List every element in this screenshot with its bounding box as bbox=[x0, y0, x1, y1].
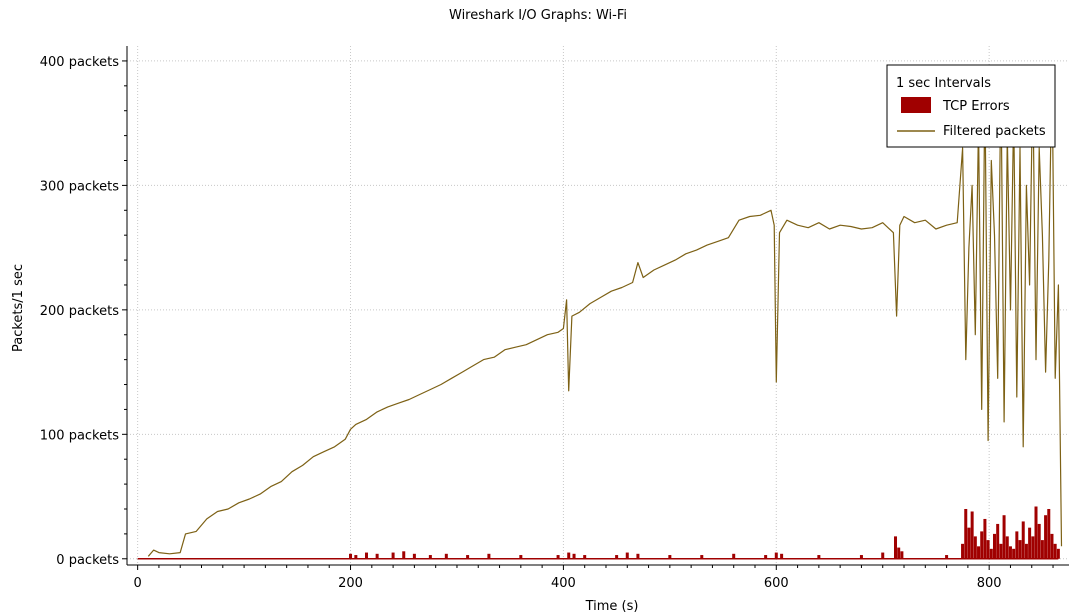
tcp-errors-bar bbox=[983, 518, 987, 559]
tcp-errors-bar bbox=[412, 553, 416, 559]
tcp-errors-bar bbox=[466, 555, 470, 559]
tcp-errors-bar bbox=[881, 552, 885, 559]
filtered-packets-line bbox=[147, 66, 1063, 557]
tcp-errors-bar bbox=[1024, 543, 1028, 559]
chart-title: Wireshark I/O Graphs: Wi-Fi bbox=[449, 8, 627, 23]
tcp-errors-bar bbox=[1050, 533, 1054, 559]
tcp-errors-bar bbox=[996, 523, 1000, 559]
axes-layer: 0 packets 100 packets 200 packets 300 packe… bbox=[40, 46, 1069, 591]
tcp-errors-bar bbox=[961, 543, 965, 559]
tcp-errors-bar bbox=[859, 555, 863, 559]
legend-entry-filtered-packets: Filtered packets bbox=[943, 124, 1046, 139]
tcp-errors-bar bbox=[1056, 548, 1060, 559]
tcp-errors-bar bbox=[428, 555, 432, 559]
tcp-errors-bar bbox=[519, 555, 523, 559]
tcp-errors-bar bbox=[567, 552, 571, 559]
tcp-errors-bar bbox=[732, 553, 736, 559]
tcp-errors-bar bbox=[1015, 531, 1019, 559]
tcp-errors-bar bbox=[1053, 543, 1057, 559]
x-tick-label: 200 bbox=[338, 576, 363, 591]
tcp-errors-bar bbox=[375, 553, 379, 559]
tcp-errors-bar bbox=[977, 546, 981, 559]
tcp-errors-bar bbox=[970, 511, 974, 559]
y-tick-label: 300 packets bbox=[40, 179, 119, 194]
y-tick-label: 0 packets bbox=[56, 553, 119, 568]
x-tick-label: 400 bbox=[551, 576, 576, 591]
tcp-errors-bar bbox=[615, 555, 619, 559]
tcp-errors-bar bbox=[1031, 536, 1035, 559]
tcp-errors-bar bbox=[572, 553, 576, 559]
legend-title: 1 sec Intervals bbox=[896, 76, 991, 91]
y-tick-label: 100 packets bbox=[40, 428, 119, 443]
y-tick-label: 400 packets bbox=[40, 55, 119, 70]
tcp-errors-bar bbox=[668, 555, 672, 559]
tcp-errors-bar bbox=[964, 508, 968, 559]
tcp-errors-bar bbox=[817, 555, 821, 559]
tcp-errors-bar bbox=[774, 552, 778, 559]
tcp-errors-bar bbox=[354, 555, 358, 559]
tcp-errors-bar bbox=[900, 551, 904, 559]
tcp-errors-series bbox=[137, 506, 1060, 560]
tcp-errors-bar bbox=[989, 548, 993, 559]
tcp-errors-bar bbox=[556, 555, 560, 559]
tcp-errors-bar bbox=[1012, 548, 1016, 559]
tcp-errors-bar bbox=[1044, 515, 1048, 559]
tcp-errors-bar bbox=[1037, 523, 1041, 559]
tcp-errors-bar bbox=[349, 553, 353, 559]
tcp-errors-bar bbox=[1002, 515, 1006, 559]
tcp-errors-bar bbox=[986, 540, 990, 559]
tcp-errors-bar bbox=[625, 552, 629, 559]
tcp-errors-bar bbox=[780, 553, 784, 559]
y-axis-label: Packets/1 sec bbox=[11, 264, 26, 352]
tcp-errors-bar bbox=[1005, 536, 1009, 559]
tcp-errors-bar bbox=[945, 555, 949, 559]
tcp-errors-bar bbox=[1021, 521, 1025, 559]
tcp-errors-bar bbox=[583, 555, 587, 559]
tcp-errors-bar bbox=[992, 533, 996, 559]
tcp-errors-bar bbox=[1008, 546, 1012, 559]
tcp-errors-bar bbox=[894, 536, 898, 559]
tcp-errors-bar bbox=[364, 552, 368, 559]
tcp-errors-bar bbox=[999, 543, 1003, 559]
tcp-errors-bar bbox=[1018, 540, 1022, 559]
tcp-errors-bar bbox=[444, 553, 448, 559]
tcp-errors-bar bbox=[973, 536, 977, 559]
tcp-errors-bar bbox=[967, 527, 971, 559]
filtered-packets-series bbox=[147, 66, 1063, 557]
legend-entry-tcp-errors: TCP Errors bbox=[942, 99, 1010, 114]
tcp-errors-bar bbox=[1034, 506, 1038, 559]
x-axis-label: Time (s) bbox=[585, 599, 639, 612]
legend: 1 sec Intervals TCP Errors Filtered pack… bbox=[886, 64, 1056, 148]
x-tick-label: 800 bbox=[977, 576, 1002, 591]
x-tick-label: 0 bbox=[134, 576, 142, 591]
tcp-errors-bar bbox=[897, 547, 901, 559]
tcp-errors-bar bbox=[764, 555, 768, 559]
tcp-errors-bar bbox=[1028, 527, 1032, 559]
x-tick-label: 600 bbox=[764, 576, 789, 591]
tcp-errors-bar bbox=[402, 551, 406, 559]
tcp-errors-bar bbox=[1040, 540, 1044, 559]
tcp-errors-bar bbox=[636, 553, 640, 559]
y-tick-label: 200 packets bbox=[40, 304, 119, 319]
tcp-errors-bar bbox=[391, 552, 395, 559]
legend-swatch-tcp-errors bbox=[901, 97, 931, 113]
tcp-errors-bar bbox=[487, 553, 491, 559]
tcp-errors-bar bbox=[700, 555, 704, 559]
tcp-errors-bar bbox=[980, 531, 984, 559]
tcp-errors-bar bbox=[1047, 508, 1051, 559]
